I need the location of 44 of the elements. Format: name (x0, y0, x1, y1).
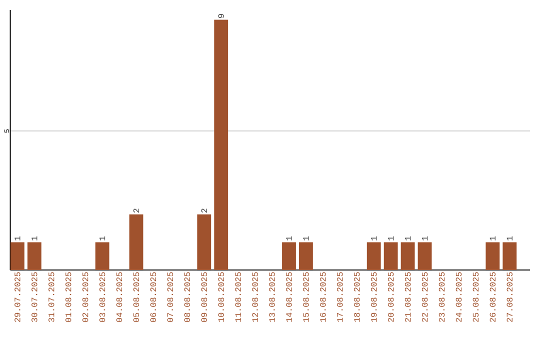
data-label: 9 (218, 14, 224, 18)
x-tick-label: 23.08.2025 (438, 272, 445, 322)
data-label: 2 (201, 208, 207, 213)
x-tick-label: 02.08.2025 (82, 272, 88, 322)
x-tick-label: 24.08.2025 (456, 272, 462, 322)
x-tick-label: 03.08.2025 (99, 272, 106, 322)
x-tick-label: 17.08.2025 (337, 272, 343, 322)
x-tick-label: 15.08.2025 (303, 272, 309, 322)
data-label: 1 (388, 236, 394, 240)
x-tick-label: 13.08.2025 (269, 272, 275, 322)
x-tick-label: 08.08.2025 (184, 272, 190, 322)
x-tick-label: 29.07.2025 (14, 272, 20, 322)
x-tick-label: 31.07.2025 (48, 272, 54, 322)
x-tick-label: 21.08.2025 (404, 272, 411, 322)
data-label: 1 (14, 236, 20, 240)
data-label: 1 (32, 236, 38, 240)
x-tick-label: 19.08.2025 (370, 272, 377, 322)
x-tick-label: 10.08.2025 (218, 272, 224, 322)
data-label: 2 (133, 208, 140, 213)
data-label: 1 (405, 236, 411, 240)
data-label: 1 (490, 236, 496, 240)
x-tick-label: 22.08.2025 (422, 272, 428, 322)
x-tick-label: 01.08.2025 (65, 272, 72, 322)
x-tick-label: 16.08.2025 (320, 272, 326, 322)
x-tick-label: 25.08.2025 (472, 272, 479, 322)
data-label: 1 (371, 236, 377, 240)
data-label: 1 (506, 236, 512, 240)
x-tick-label: 27.08.2025 (506, 272, 513, 322)
x-tick-label: 20.08.2025 (388, 272, 394, 322)
x-tick-label: 18.08.2025 (354, 272, 360, 322)
x-tick-label: 04.08.2025 (116, 272, 122, 322)
x-tick-label: 26.08.2025 (490, 272, 496, 322)
x-tick-label: 11.08.2025 (235, 272, 241, 322)
x-tick-label: 07.08.2025 (167, 272, 174, 322)
data-label: 1 (100, 236, 106, 240)
x-tick-label: 06.08.2025 (150, 272, 156, 322)
x-tick-label: 14.08.2025 (286, 272, 292, 322)
x-tick-label: 05.08.2025 (133, 272, 140, 322)
x-tick-label: 09.08.2025 (201, 272, 207, 322)
data-label: 1 (286, 236, 292, 240)
data-label: 1 (422, 236, 428, 240)
x-tick-label: 30.07.2025 (32, 272, 38, 322)
data-label: 1 (303, 236, 309, 240)
x-tick-label: 12.08.2025 (252, 272, 258, 322)
